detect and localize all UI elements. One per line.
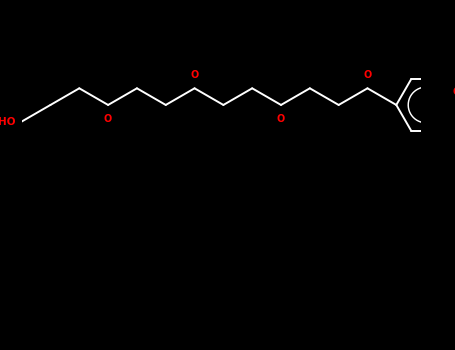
Text: HO: HO	[0, 117, 15, 127]
Text: O: O	[104, 114, 112, 124]
Text: O: O	[277, 114, 285, 124]
Text: O: O	[191, 70, 199, 79]
Text: O: O	[364, 70, 372, 79]
Text: O: O	[452, 87, 455, 97]
